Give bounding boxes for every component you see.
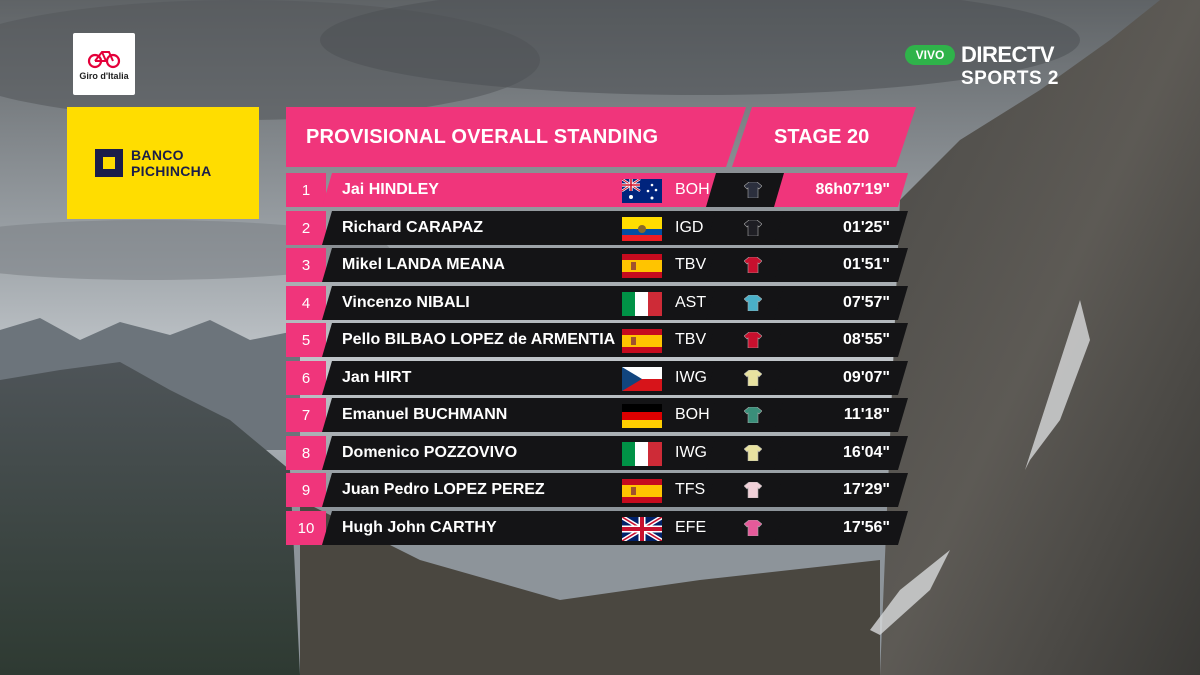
team-jersey-icon	[744, 370, 762, 386]
rider-name: Vincenzo NIBALI	[342, 294, 470, 311]
sponsor-name: BANCO PICHINCHA	[131, 147, 211, 179]
header-background	[286, 107, 916, 167]
team-code: TBV	[675, 256, 707, 273]
rank-number: 1	[301, 181, 311, 199]
rank-number: 5	[301, 331, 311, 349]
rider-name: Domenico POZZOVIVO	[342, 444, 518, 461]
bicycle-icon	[87, 51, 121, 69]
spain-flag-icon	[622, 479, 662, 503]
rank-number: 7	[301, 406, 311, 424]
czech-flag-icon	[622, 367, 662, 391]
team-jersey-icon	[744, 295, 762, 311]
rider-name: Mikel LANDA MEANA	[342, 256, 505, 273]
rank-number: 4	[301, 294, 311, 312]
gap-time: 08'55"	[843, 331, 890, 348]
table-row: 2 Richard CARAPAZ IGD 01'25"	[286, 211, 908, 245]
team-jersey-icon	[744, 220, 762, 236]
broadcaster-logo: VIVO DIRECTV SPORTS 2	[905, 42, 1085, 98]
gap-time: 01'51"	[843, 256, 890, 273]
team-code: IWG	[675, 444, 707, 461]
team-code: TFS	[675, 481, 706, 498]
rank-number: 2	[301, 219, 311, 237]
italy-flag-icon	[622, 442, 662, 466]
live-badge: VIVO	[905, 45, 955, 65]
banco-pichincha-mark-icon	[95, 149, 123, 177]
table-row: 4 Vincenzo NIBALI AST 07'57"	[286, 286, 908, 320]
australia-flag-icon	[622, 179, 662, 203]
broadcaster-line2: SPORTS 2	[961, 68, 1059, 89]
table-row: 3 Mikel LANDA MEANA TBV 01'51"	[286, 248, 908, 282]
gap-time: 09'07"	[843, 369, 890, 386]
standings-title: PROVISIONAL OVERALL STANDING	[306, 126, 659, 148]
team-code: BOH	[675, 181, 710, 198]
table-row: 1 Jai HINDLEY BOH 86h07'19"	[286, 173, 908, 207]
giro-logo: Giro d'Italia	[73, 33, 135, 95]
sponsor-logo: BANCO PICHINCHA	[67, 107, 259, 219]
team-jersey-icon	[744, 520, 762, 536]
gap-time: 01'25"	[843, 219, 890, 236]
rank-number: 10	[297, 519, 315, 537]
gap-time: 86h07'19"	[815, 181, 890, 198]
rider-name: Jan HIRT	[342, 369, 412, 386]
table-row: 6 Jan HIRT IWG 09'07"	[286, 361, 908, 395]
germany-flag-icon	[622, 404, 662, 428]
team-jersey-icon	[744, 332, 762, 348]
team-code: BOH	[675, 406, 710, 423]
sponsor-line1: BANCO	[131, 147, 184, 163]
italy-flag-icon	[622, 292, 662, 316]
gap-time: 07'57"	[843, 294, 890, 311]
rider-name: Pello BILBAO LOPEZ de ARMENTIA	[342, 331, 616, 348]
gap-time: 17'56"	[843, 519, 890, 536]
table-row: 5 Pello BILBAO LOPEZ de ARMENTIA TBV 08'55"	[286, 323, 908, 357]
giro-logo-text: Giro d'Italia	[79, 71, 129, 81]
rider-name: Emanuel BUCHMANN	[342, 406, 508, 423]
team-jersey-icon	[744, 482, 762, 498]
team-code: EFE	[675, 519, 707, 536]
broadcaster-line1: DIRECTV	[961, 42, 1055, 67]
team-jersey-icon	[744, 257, 762, 273]
team-code: TBV	[675, 331, 707, 348]
rank-number: 8	[301, 444, 311, 462]
table-row: 9 Juan Pedro LOPEZ PEREZ TFS 17'29"	[286, 473, 908, 507]
table-row: 7 Emanuel BUCHMANN BOH 11'18"	[286, 398, 908, 432]
sponsor-line2: PICHINCHA	[131, 163, 212, 179]
team-code: IGD	[675, 219, 704, 236]
rider-name: Jai HINDLEY	[342, 181, 439, 198]
rank-number: 9	[301, 481, 311, 499]
spain-flag-icon	[622, 254, 662, 278]
team-jersey-icon	[744, 445, 762, 461]
spain-flag-icon	[622, 329, 662, 353]
team-jersey-icon	[744, 182, 762, 198]
stage-label: STAGE 20	[774, 126, 870, 148]
rank-number: 3	[301, 256, 311, 274]
team-jersey-icon	[744, 407, 762, 423]
standings-header: PROVISIONAL OVERALL STANDING STAGE 20	[286, 107, 916, 167]
rider-name: Hugh John CARTHY	[342, 519, 497, 536]
gap-time: 11'18"	[843, 406, 890, 423]
rank-number: 6	[301, 369, 311, 387]
table-row: 8 Domenico POZZOVIVO IWG 16'04"	[286, 436, 908, 470]
ecuador-flag-icon	[622, 217, 662, 241]
gap-time: 17'29"	[843, 481, 890, 498]
rider-name: Richard CARAPAZ	[342, 219, 484, 236]
rider-name: Juan Pedro LOPEZ PEREZ	[342, 481, 545, 498]
gap-time: 16'04"	[843, 444, 890, 461]
team-code: AST	[675, 294, 707, 311]
table-row: 10 Hugh John CARTHY EFE 17'56"	[286, 511, 908, 545]
team-code: IWG	[675, 369, 707, 386]
uk-flag-icon	[622, 517, 662, 541]
